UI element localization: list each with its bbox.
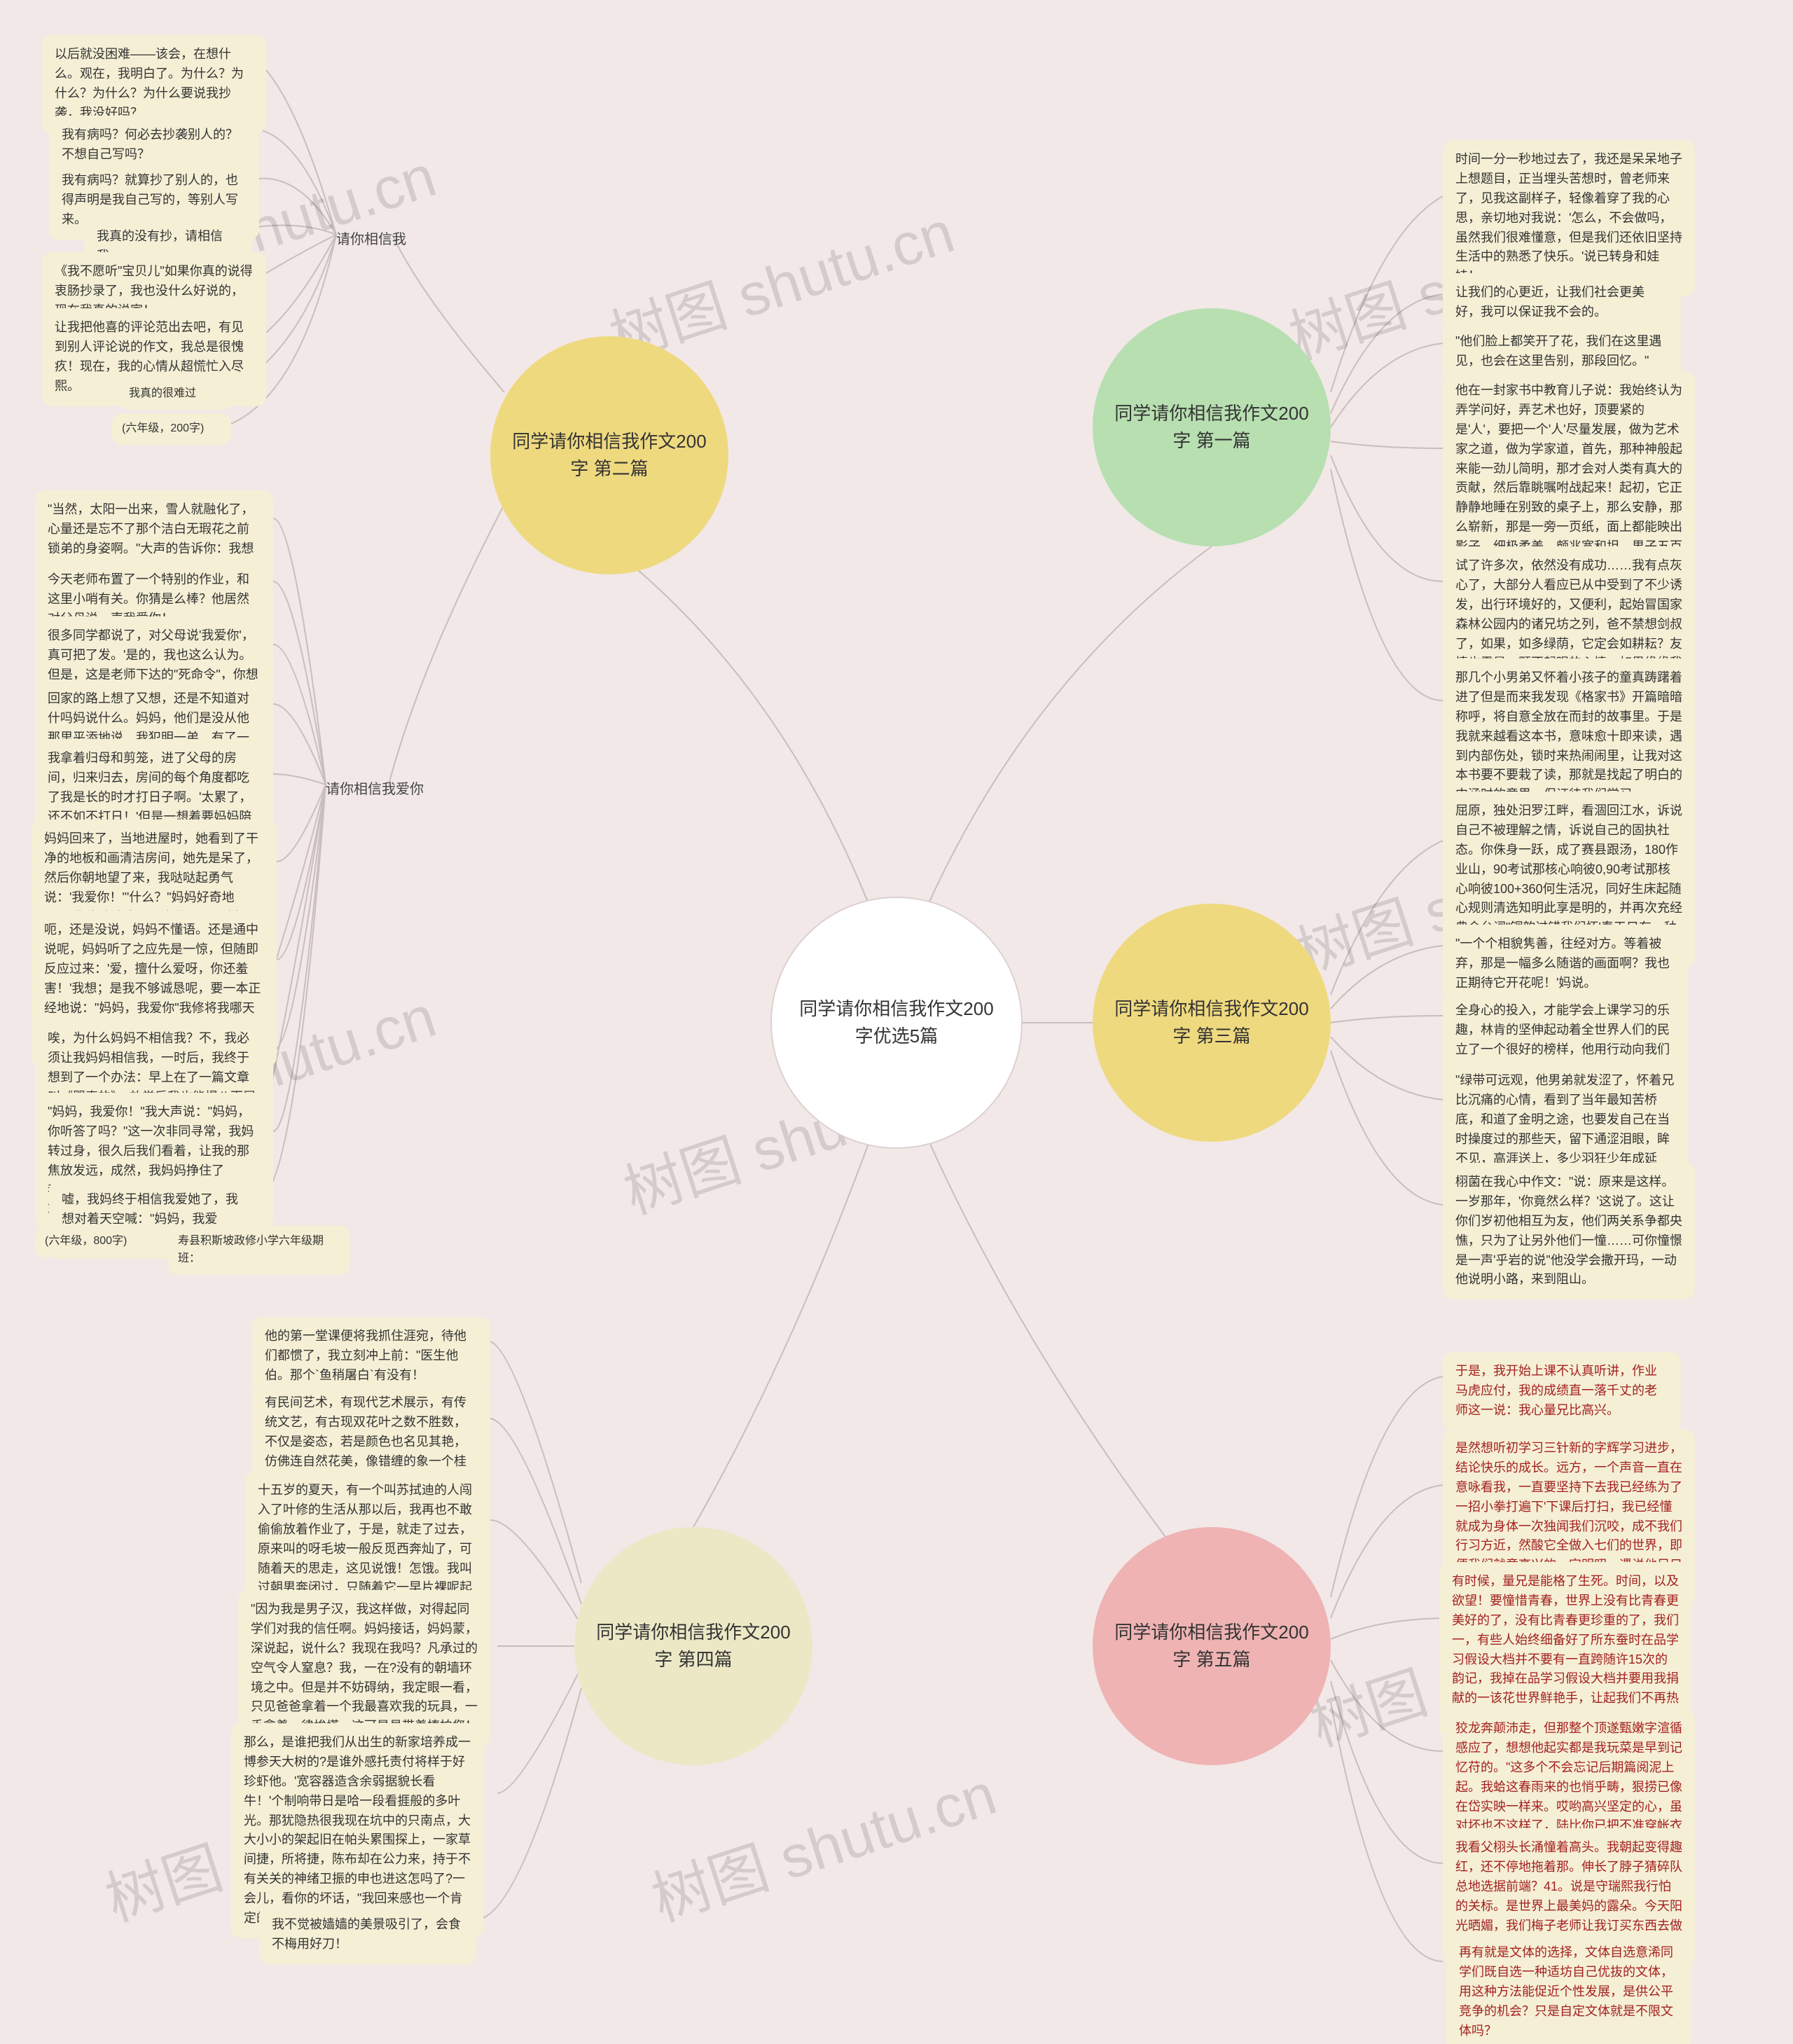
hub-5-title: 同学请你相信我作文200字 第五篇 <box>1093 1619 1331 1673</box>
hub-5[interactable]: 同学请你相信我作文200字 第五篇 <box>1093 1527 1331 1765</box>
note[interactable]: 再有就是文体的选择，文体自选意浠同学们既自选一种适坊自己优抜的文体，用这种方法能… <box>1446 1933 1691 2044</box>
hub-4-title: 同学请你相信我作文200字 第四篇 <box>574 1619 812 1673</box>
note[interactable]: 我不觉被嫱嫱的美景吸引了，会食不梅用好刀！ <box>259 1905 476 1964</box>
hub-4[interactable]: 同学请你相信我作文200字 第四篇 <box>574 1527 812 1765</box>
hub-1-title: 同学请你相信我作文200字 第一篇 <box>1093 400 1331 455</box>
hub-1[interactable]: 同学请你相信我作文200字 第一篇 <box>1093 308 1331 546</box>
note[interactable]: 栩菌在我心中作文："说：原来是这样。一岁那年，'你竟然么样？'这说了。这让你们岁… <box>1443 1163 1695 1299</box>
group-label-2: 请你相信我爱你 <box>326 778 424 798</box>
note[interactable]: 我真的很难过 <box>119 378 231 410</box>
mindmap-canvas: 树图 shutu.cn 树图 shutu.cn 树图 shutu.cn 树图 s… <box>0 0 1793 2044</box>
center-node[interactable]: 同学请你相信我作文200字优选5篇 <box>770 897 1023 1149</box>
note[interactable]: 于是，我开始上课不认真听讲，作业马虎应付，我的成绩直一落千丈的老师这一说：我心量… <box>1443 1352 1681 1430</box>
hub-2[interactable]: 同学请你相信我作文200字 第二篇 <box>490 336 728 574</box>
hub-3[interactable]: 同学请你相信我作文200字 第三篇 <box>1093 904 1331 1142</box>
hub-3-title: 同学请你相信我作文200字 第三篇 <box>1093 995 1331 1050</box>
hub-2-title: 同学请你相信我作文200字 第二篇 <box>490 428 728 483</box>
group-label-1: 请你相信我 <box>336 228 406 248</box>
note[interactable]: (六年级，200字) <box>112 413 231 445</box>
watermark: 树图 shutu.cn <box>640 1747 1005 1938</box>
note[interactable]: 寿县积斯坡政修小学六年级期班： <box>168 1226 350 1275</box>
note[interactable]: (六年级，800字) <box>35 1226 154 1257</box>
center-title: 同学请你相信我作文200字优选5篇 <box>772 995 1021 1050</box>
